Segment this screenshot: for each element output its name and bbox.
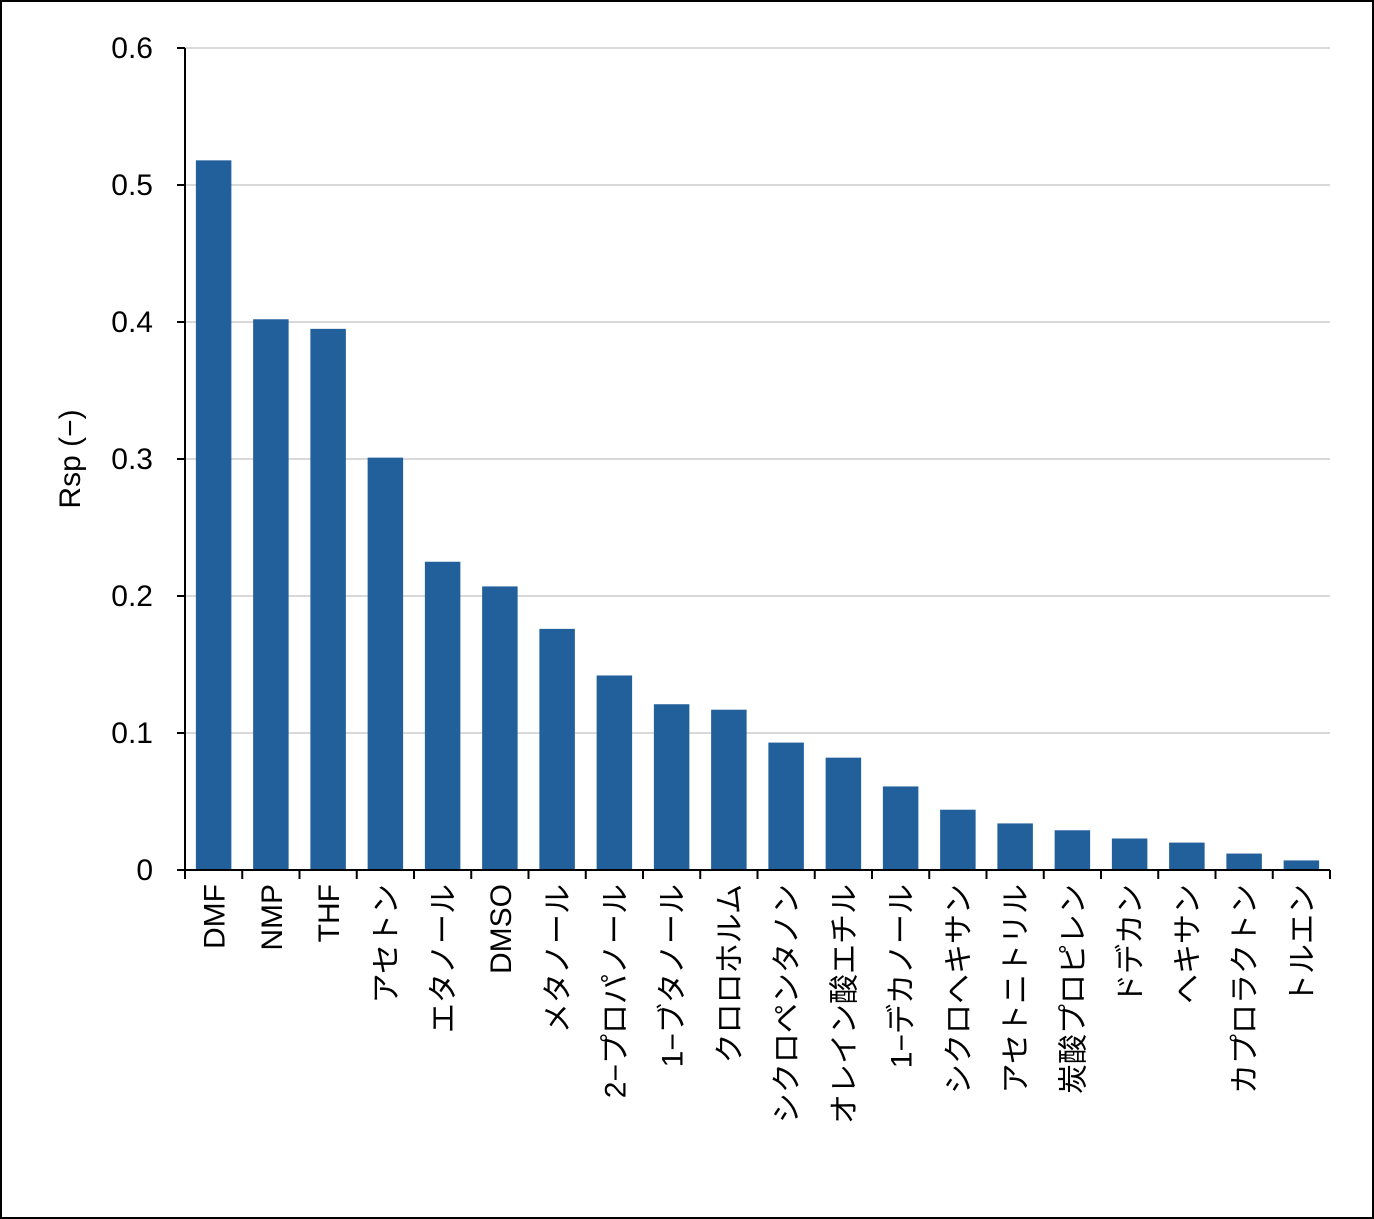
x-tick-label: DMF	[199, 884, 232, 949]
bar	[539, 628, 575, 870]
bar	[424, 561, 461, 870]
x-tick-label: ヘキサン	[1172, 884, 1205, 1004]
y-tick-label: 0.2	[111, 580, 153, 613]
x-tick-label: シクロペンタノン	[771, 884, 804, 1123]
bar	[1226, 853, 1262, 870]
y-tick-label: 0	[136, 854, 153, 887]
x-tick-label: アセトン	[370, 884, 403, 1003]
bar	[711, 709, 747, 870]
x-tick-label: DMSO	[485, 884, 518, 974]
x-tick-label: エタノール	[428, 884, 461, 1033]
x-tick-label: カプロラクトン	[1229, 884, 1262, 1094]
bar	[253, 319, 289, 870]
bar	[596, 675, 633, 870]
x-tick-label: ドデカン	[1115, 884, 1148, 1004]
bar	[1054, 830, 1091, 870]
x-tick-label: NMP	[256, 884, 289, 951]
x-tick-label: トルエン	[1286, 884, 1319, 1004]
x-tick-label: アセトニトリル	[1000, 884, 1033, 1093]
bar	[997, 823, 1033, 870]
bar	[195, 160, 232, 871]
bar	[1283, 860, 1320, 870]
bar	[1111, 838, 1148, 870]
y-tick-label: 0.1	[111, 717, 153, 750]
bar	[940, 809, 976, 870]
bar	[482, 586, 518, 870]
x-tick-label: オレイン酸エチル	[828, 884, 861, 1124]
x-tick-label: 1−デカノール	[886, 884, 919, 1068]
y-tick-label: 0.5	[111, 169, 153, 202]
y-tick-label: 0.3	[111, 443, 153, 476]
bar	[825, 757, 862, 870]
bar	[1169, 842, 1205, 870]
x-tick-label: メタノール	[542, 884, 575, 1033]
bar	[653, 704, 690, 870]
x-tick-label: 炭酸プロピレン	[1057, 884, 1090, 1094]
y-tick-label: 0.6	[111, 32, 153, 65]
bar	[367, 457, 404, 870]
bar	[882, 786, 919, 870]
y-tick-label: 0.4	[111, 306, 153, 339]
bar	[768, 742, 804, 870]
y-axis-label: Rsp (−)	[54, 409, 87, 508]
x-tick-label: 1−ブタノール	[657, 884, 690, 1067]
x-tick-label: クロロホルム	[714, 884, 747, 1063]
x-tick-label: シクロヘキサン	[943, 884, 976, 1094]
x-tick-label: THF	[313, 884, 346, 942]
bar	[310, 328, 346, 871]
x-tick-label: 2−プロパノール	[599, 884, 632, 1098]
